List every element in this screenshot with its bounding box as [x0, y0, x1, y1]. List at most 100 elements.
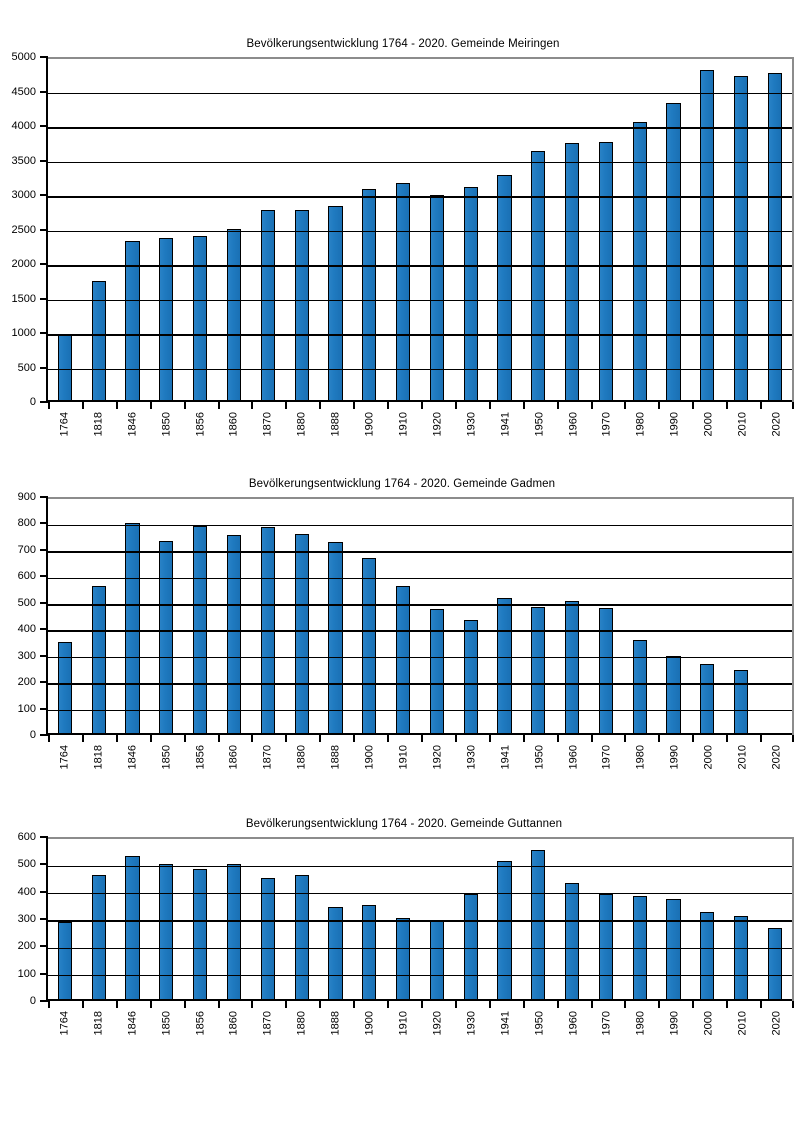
bar	[598, 141, 613, 402]
x-tick-mark	[319, 735, 322, 742]
y-tick-label: 4000	[11, 120, 36, 132]
x-tick-mark	[454, 735, 457, 742]
x-tick-mark	[726, 735, 729, 742]
x-tick-slot: 1880	[285, 402, 319, 458]
bar-slot	[386, 499, 420, 735]
y-tick-mark	[40, 297, 48, 300]
bar-slot	[386, 839, 420, 1001]
bar-slot	[690, 59, 724, 402]
x-tick-mark	[217, 402, 220, 409]
x-tick-slot: 1888	[319, 1001, 353, 1057]
bar	[666, 655, 681, 735]
bar-slot	[521, 499, 555, 735]
x-tick-mark	[760, 1001, 763, 1008]
bar-slot	[420, 499, 454, 735]
x-tick-slot: 1856	[183, 402, 218, 458]
bar	[463, 187, 478, 402]
x-tick-label: 1880	[295, 1011, 308, 1036]
x-tick-label: 1980	[634, 1011, 647, 1036]
x-tick-mark	[692, 735, 695, 742]
x-tick-slot: 2010	[726, 735, 760, 791]
x-tick-mark	[454, 402, 457, 409]
bar	[395, 585, 411, 735]
x-tick-mark	[590, 735, 593, 742]
x-tick-slot: 1980	[624, 1001, 658, 1057]
y-tick-label: 300	[17, 913, 36, 925]
gridline	[48, 524, 792, 527]
bar	[395, 182, 411, 402]
x-tick-label: 1990	[668, 412, 681, 437]
x-tick-label: 1856	[194, 412, 207, 437]
x-tick-mark	[217, 1001, 220, 1008]
bar	[193, 868, 208, 1001]
x-tick-slot: 1818	[81, 735, 116, 791]
bar	[226, 864, 242, 1001]
x-axis-line-meiringen	[48, 400, 792, 402]
y-tick-label: 400	[17, 623, 36, 636]
y-tick-label: 300	[17, 649, 36, 662]
bar	[632, 639, 647, 735]
x-axis-line-gadmen	[48, 733, 792, 735]
bar	[91, 874, 106, 1001]
x-tick-mark	[624, 1001, 627, 1008]
x-tick-mark	[590, 1001, 593, 1008]
bar	[125, 240, 140, 402]
bar	[226, 228, 242, 402]
x-tick-label: 1941	[499, 412, 512, 437]
x-tick-mark	[48, 1001, 50, 1008]
x-tick-slot: 1860	[217, 1001, 252, 1057]
bar-slot	[657, 499, 691, 735]
x-tick-mark	[420, 402, 423, 409]
x-tick-slot: 1920	[420, 735, 455, 791]
gridline	[48, 947, 792, 950]
x-tick-label: 1860	[227, 412, 240, 437]
x-tick-slot: 2020	[760, 402, 794, 458]
x-tick-slot: 1850	[149, 1001, 184, 1057]
bar-slot	[623, 499, 657, 735]
x-tick-slot: 1930	[454, 1001, 489, 1057]
x-tick-label: 1930	[465, 745, 478, 770]
bar-slot	[48, 839, 82, 1001]
y-tick-mark	[40, 401, 48, 403]
x-tick-mark	[488, 735, 491, 742]
x-tick-mark	[251, 402, 254, 409]
bar	[91, 585, 106, 735]
x-tick-slot: 2010	[726, 402, 760, 458]
bar	[57, 922, 72, 1001]
x-tick-label: 1850	[160, 412, 173, 437]
y-tick-label: 200	[17, 940, 36, 953]
y-tick-label: 0	[29, 995, 36, 1007]
x-tick-label: 1850	[160, 745, 173, 770]
gridline	[48, 630, 792, 632]
x-tick-slot: 1920	[420, 1001, 455, 1057]
bar-slot	[217, 499, 251, 735]
x-tick-mark	[420, 735, 423, 742]
x-tick-slot: 1980	[624, 402, 658, 458]
bar	[57, 334, 72, 402]
y-tick-label: 500	[17, 361, 36, 374]
x-tick-mark	[251, 735, 254, 742]
bar-slot	[116, 59, 150, 402]
bar-slot	[82, 839, 116, 1001]
bar	[260, 878, 275, 1001]
x-tick-mark	[791, 402, 794, 409]
x-tick-mark	[183, 402, 186, 409]
x-tick-slot: 1764	[48, 735, 82, 791]
x-tick-mark	[522, 735, 525, 742]
x-tick-label: 1818	[92, 745, 105, 770]
x-axis-labels-guttannen: 1764 1818 1846 1850 1856 1860 1870 1880 1888 1900…	[48, 1001, 794, 1057]
bar	[91, 280, 106, 402]
y-tick-mark	[40, 1000, 48, 1002]
y-axis-labels-guttannen: 600 500 400 300 200 100 0	[0, 832, 40, 1007]
bar-slot	[589, 59, 623, 402]
bar	[328, 206, 343, 402]
bar-slot	[116, 499, 150, 735]
x-tick-slot: 1960	[556, 402, 591, 458]
x-tick-mark	[556, 402, 559, 409]
x-tick-slot: 1850	[149, 402, 184, 458]
x-tick-slot: 1910	[387, 402, 421, 458]
x-tick-label: 1980	[634, 412, 647, 437]
plot-canvas-meiringen	[48, 57, 794, 402]
y-tick-mark	[40, 194, 48, 196]
